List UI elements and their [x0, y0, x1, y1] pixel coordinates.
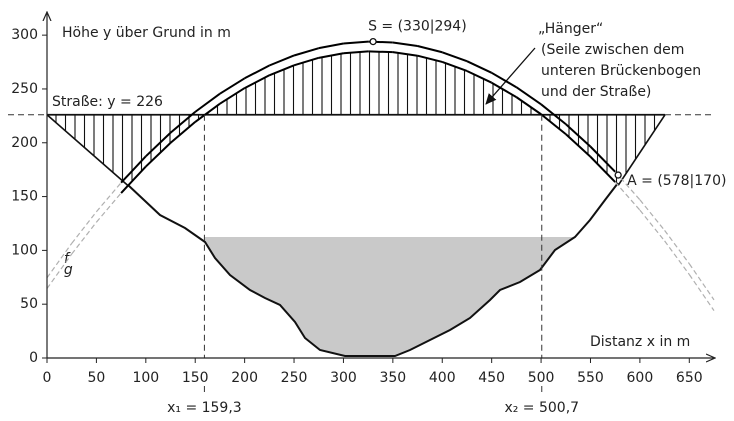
arch-segment [467, 71, 492, 83]
hanger-label: unteren Brückenbogen [541, 63, 701, 79]
y-tick-label: 50 [20, 296, 38, 312]
hanger-label: und der Straße) [541, 84, 651, 100]
hanger-label: (Seile zwischen dem [541, 42, 684, 58]
arch-segment [467, 61, 492, 73]
support [47, 115, 128, 186]
hanger-label: „Hänger“ [538, 21, 603, 37]
point [370, 39, 376, 45]
y-tick-label: 150 [11, 189, 38, 205]
arch-segment [368, 51, 393, 52]
y-axis-label: Höhe y über Grund in m [62, 25, 231, 41]
arch-segment [269, 55, 294, 65]
x-tick-label: 150 [182, 370, 209, 386]
arch-segment [195, 104, 220, 122]
y-tick-label: 300 [11, 27, 38, 43]
arch-segment [393, 42, 418, 46]
arch-segment [689, 274, 714, 310]
x-tick-label: 450 [478, 370, 505, 386]
x-tick-label: 350 [379, 370, 406, 386]
road-label: Straße: y = 226 [52, 94, 163, 110]
x-tick-label: 250 [281, 370, 308, 386]
x-tick-label: 200 [231, 370, 258, 386]
x-tick-label: 0 [43, 370, 52, 386]
x-tick-label: 50 [87, 370, 105, 386]
arch-segment [541, 114, 566, 134]
x-tick-label: 300 [330, 370, 357, 386]
marker-label: x₂ = 500,7 [504, 400, 579, 416]
x-tick-label: 500 [528, 370, 555, 386]
point-label: A = (578|170) [627, 173, 726, 189]
arch-segment [418, 46, 443, 52]
y-tick-label: 250 [11, 81, 38, 97]
arch-segment [689, 264, 714, 300]
y-tick-label: 0 [29, 350, 38, 366]
arch-segment [665, 230, 690, 263]
arch-segment [442, 52, 467, 61]
arch-segment [319, 44, 344, 49]
arch-segment [418, 56, 443, 62]
x-tick-label: 550 [577, 370, 604, 386]
point-label: S = (330|294) [368, 19, 467, 35]
x-tick-label: 600 [627, 370, 654, 386]
arch-segment [294, 48, 319, 55]
arch-segment [294, 58, 319, 65]
x-axis-label: Distanz x in m [590, 334, 690, 350]
arch-segment [665, 241, 690, 275]
y-tick-label: 100 [11, 242, 38, 258]
chart: Höhe y über Grund in m Distanz x in m St… [0, 0, 734, 421]
arch-segment [516, 97, 541, 114]
x-tick-label: 650 [676, 370, 703, 386]
arch-segment [146, 143, 171, 167]
arch-segment [516, 87, 541, 104]
x-tick-label: 400 [429, 370, 456, 386]
arch-segment [393, 52, 418, 56]
y-tick-label: 200 [11, 135, 38, 151]
arch-segment [146, 133, 171, 157]
marker-label: x₁ = 159,3 [167, 400, 242, 416]
point [615, 172, 621, 178]
series-label: g [64, 262, 73, 278]
arch-segment [343, 42, 368, 44]
arch-segment [171, 122, 196, 143]
arch-segment [343, 51, 368, 53]
x-tick-label: 100 [132, 370, 159, 386]
arch-segment [269, 65, 294, 75]
arch-segment [195, 94, 220, 112]
